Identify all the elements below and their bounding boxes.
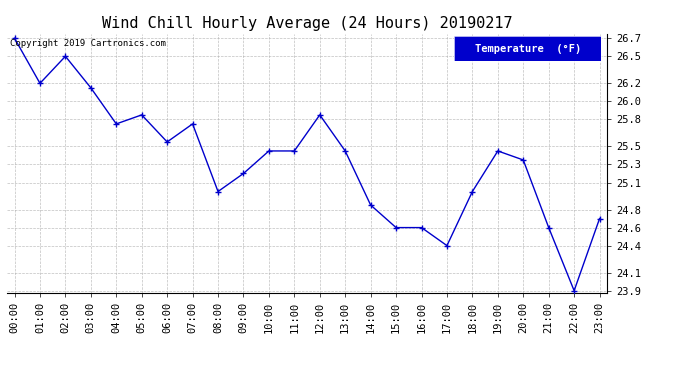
Text: Copyright 2019 Cartronics.com: Copyright 2019 Cartronics.com: [10, 39, 166, 48]
Title: Wind Chill Hourly Average (24 Hours) 20190217: Wind Chill Hourly Average (24 Hours) 201…: [101, 16, 513, 31]
